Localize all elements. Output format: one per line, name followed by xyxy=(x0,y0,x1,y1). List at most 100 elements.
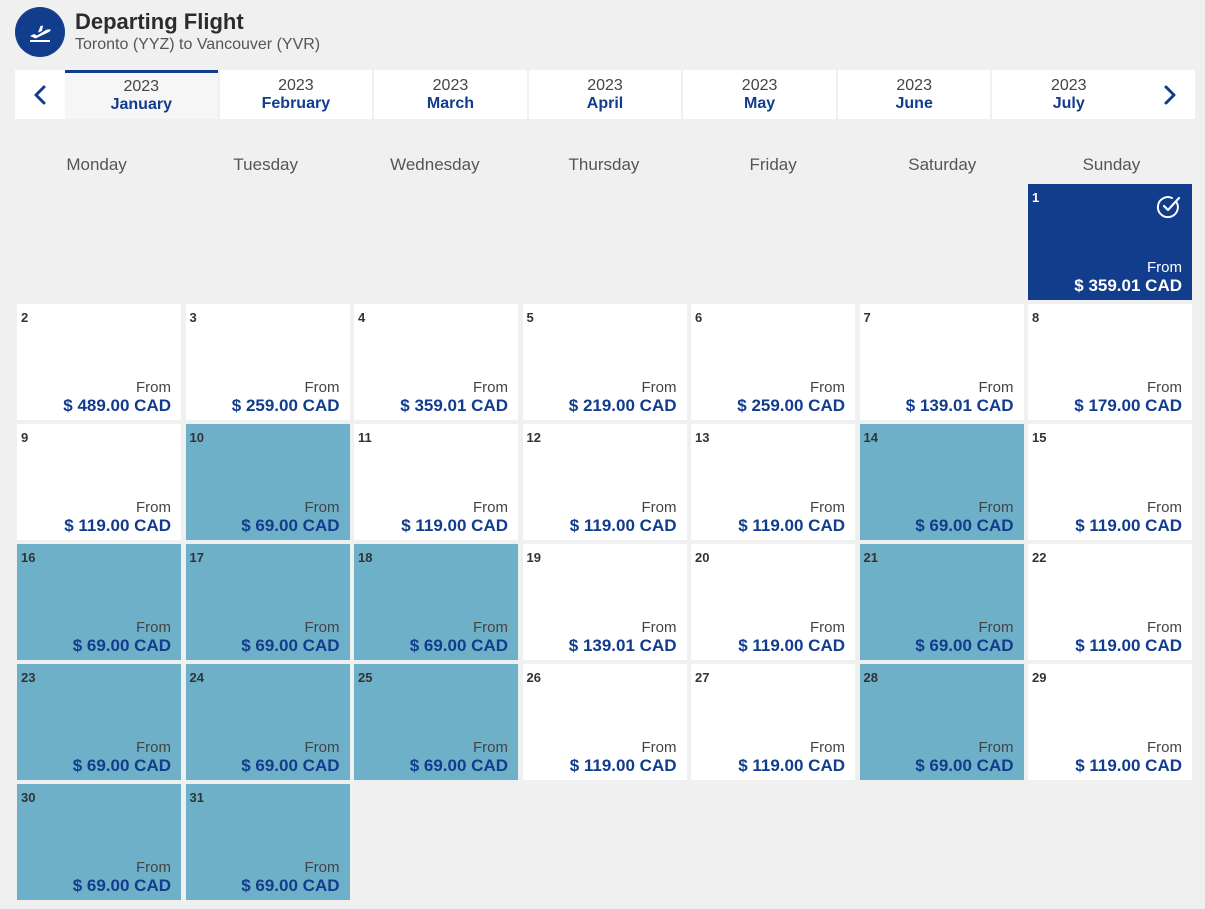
fare-price: $ 69.00 CAD xyxy=(241,756,340,775)
tab-may[interactable]: 2023 May xyxy=(681,70,836,119)
tab-january[interactable]: 2023 January xyxy=(65,70,218,119)
next-month-button[interactable] xyxy=(1145,70,1195,119)
day-cell-11[interactable]: 11 From $ 119.00 CAD xyxy=(354,424,518,540)
from-label: From xyxy=(304,619,340,636)
day-cell-1[interactable]: 1 From $ 359.01 CAD xyxy=(1028,184,1192,300)
weekday-sunday: Sunday xyxy=(1082,155,1141,174)
chevron-left-icon xyxy=(34,85,46,104)
fare-price: $ 219.00 CAD xyxy=(568,396,677,415)
day-cell-3[interactable]: 3 From $ 259.00 CAD xyxy=(185,304,350,420)
day-cell-22[interactable]: 22 From $ 119.00 CAD xyxy=(1028,544,1192,660)
day-cell-20[interactable]: 20 From $ 119.00 CAD xyxy=(691,544,855,660)
day-cell-2[interactable]: 2 From $ 489.00 CAD xyxy=(17,304,181,420)
page-header: Departing Flight Toronto (YYZ) to Vancou… xyxy=(15,7,320,57)
day-number: 8 xyxy=(1032,310,1040,325)
day-cell-4[interactable]: 4 From $ 359.01 CAD xyxy=(354,304,518,420)
prev-month-button[interactable] xyxy=(15,70,65,119)
empty-day-cell xyxy=(186,184,350,300)
day-cell-23[interactable]: 23 From $ 69.00 CAD xyxy=(17,664,181,780)
tab-month-label: May xyxy=(744,94,776,112)
day-cell-7[interactable]: 7 From $ 139.01 CAD xyxy=(859,304,1024,420)
fare-price: $ 259.00 CAD xyxy=(737,396,845,415)
day-cell-31[interactable]: 31 From $ 69.00 CAD xyxy=(185,784,350,900)
tab-month-label: February xyxy=(261,94,331,112)
from-label: From xyxy=(304,739,340,756)
weekday-tuesday: Tuesday xyxy=(233,155,298,174)
from-label: From xyxy=(136,859,171,876)
empty-day-cell xyxy=(691,184,855,300)
day-number: 4 xyxy=(358,310,366,325)
day-cell-6[interactable]: 6 From $ 259.00 CAD xyxy=(691,304,855,420)
day-cell-9[interactable]: 9 From $ 119.00 CAD xyxy=(17,424,181,540)
fare-calendar-grid: 1 From $ 359.01 CAD 2 From $ 489.00 CAD 3 From $… xyxy=(17,184,1192,900)
fare-price: $ 119.00 CAD xyxy=(738,516,845,535)
from-label: From xyxy=(810,379,845,396)
month-tabs: 2023 January 2023 February 2023 March 2023 Apri… xyxy=(65,70,1146,119)
from-label: From xyxy=(641,499,677,516)
day-number: 25 xyxy=(358,670,373,685)
from-label: From xyxy=(136,619,171,636)
day-number: 5 xyxy=(526,310,534,325)
day-cell-5[interactable]: 5 From $ 219.00 CAD xyxy=(522,304,687,420)
from-label: From xyxy=(473,499,508,516)
from-label: From xyxy=(978,619,1014,636)
tab-year-label: 2023 xyxy=(587,76,623,94)
fare-price: $ 69.00 CAD xyxy=(241,516,340,535)
day-number: 15 xyxy=(1032,430,1047,445)
from-label: From xyxy=(1147,739,1182,756)
day-cell-25[interactable]: 25 From $ 69.00 CAD xyxy=(354,664,518,780)
tab-year-label: 2023 xyxy=(432,76,469,94)
day-number: 16 xyxy=(21,550,36,565)
tab-april[interactable]: 2023 April xyxy=(526,70,682,119)
tab-month-label: April xyxy=(586,94,624,112)
day-cell-14[interactable]: 14 From $ 69.00 CAD xyxy=(859,424,1024,540)
fare-price: $ 69.00 CAD xyxy=(915,636,1014,655)
tab-month-label: March xyxy=(426,94,474,112)
day-cell-28[interactable]: 28 From $ 69.00 CAD xyxy=(859,664,1024,780)
day-cell-18[interactable]: 18 From $ 69.00 CAD xyxy=(354,544,518,660)
day-cell-30[interactable]: 30 From $ 69.00 CAD xyxy=(17,784,181,900)
tab-july[interactable]: 2023 July xyxy=(990,70,1146,119)
day-number: 1 xyxy=(1032,190,1040,205)
day-cell-24[interactable]: 24 From $ 69.00 CAD xyxy=(185,664,350,780)
empty-day-cell xyxy=(860,184,1024,300)
tab-february[interactable]: 2023 February xyxy=(217,70,373,119)
day-number: 23 xyxy=(21,670,36,685)
day-cell-8[interactable]: 8 From $ 179.00 CAD xyxy=(1028,304,1192,420)
tab-year-label: 2023 xyxy=(1050,76,1087,94)
day-cell-10[interactable]: 10 From $ 69.00 CAD xyxy=(185,424,350,540)
day-cell-27[interactable]: 27 From $ 119.00 CAD xyxy=(691,664,855,780)
tab-month-label: January xyxy=(110,96,172,113)
day-cell-16[interactable]: 16 From $ 69.00 CAD xyxy=(17,544,181,660)
from-label: From xyxy=(810,739,845,756)
tab-year-label: 2023 xyxy=(741,76,778,94)
day-cell-21[interactable]: 21 From $ 69.00 CAD xyxy=(859,544,1024,660)
from-label: From xyxy=(304,379,340,396)
fare-price: $ 359.01 CAD xyxy=(400,396,508,415)
tab-march[interactable]: 2023 March xyxy=(372,70,527,119)
day-cell-26[interactable]: 26 From $ 119.00 CAD xyxy=(522,664,687,780)
month-selector: 2023 January 2023 February 2023 March 2023 Apri… xyxy=(15,70,1195,119)
fare-price: $ 69.00 CAD xyxy=(72,876,171,895)
page-title: Departing Flight xyxy=(75,9,244,34)
chevron-right-icon xyxy=(1164,85,1176,104)
day-cell-15[interactable]: 15 From $ 119.00 CAD xyxy=(1028,424,1192,540)
tab-june[interactable]: 2023 June xyxy=(835,70,991,119)
day-cell-13[interactable]: 13 From $ 119.00 CAD xyxy=(691,424,855,540)
from-label: From xyxy=(1147,499,1182,516)
day-cell-12[interactable]: 12 From $ 119.00 CAD xyxy=(522,424,687,540)
fare-price: $ 69.00 CAD xyxy=(409,636,508,655)
day-cell-19[interactable]: 19 From $ 139.01 CAD xyxy=(522,544,687,660)
day-cell-17[interactable]: 17 From $ 69.00 CAD xyxy=(185,544,350,660)
check-circle-icon xyxy=(1156,196,1181,219)
day-cell-29[interactable]: 29 From $ 119.00 CAD xyxy=(1028,664,1192,780)
day-number: 11 xyxy=(358,430,372,445)
empty-day-cell xyxy=(17,184,181,300)
day-number: 2 xyxy=(21,310,29,325)
fare-price: $ 69.00 CAD xyxy=(409,756,508,775)
fare-price: $ 119.00 CAD xyxy=(1075,636,1182,655)
tab-month-label: June xyxy=(895,94,933,112)
day-number: 13 xyxy=(695,430,710,445)
day-number: 27 xyxy=(695,670,710,685)
weekday-friday: Friday xyxy=(749,155,797,174)
